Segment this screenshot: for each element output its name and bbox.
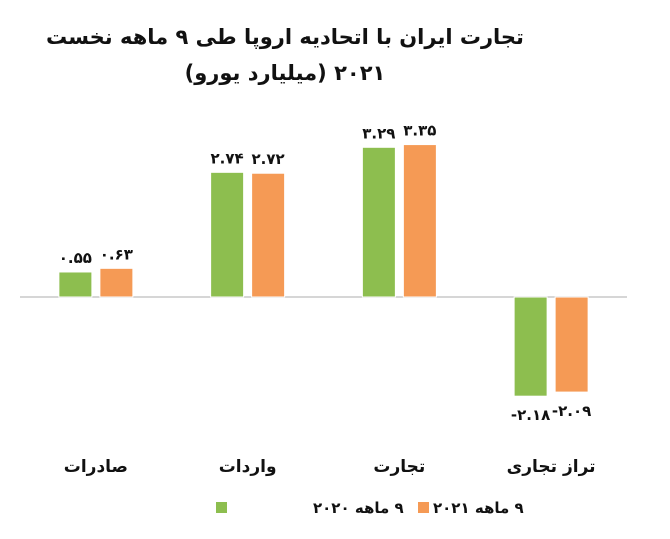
legend-label-2021: ۹ ماهه ۲۰۲۱ [433, 499, 524, 517]
bar-balance-2020 [513, 296, 548, 397]
category-labels-layer: صادرات واردات تجارت تراز تجاری [64, 457, 596, 477]
category-label-imports: واردات [219, 457, 277, 477]
legend-swatch-2020 [216, 502, 227, 513]
bar-imports-2021 [251, 172, 286, 298]
bar-balance-2021 [554, 296, 589, 393]
data-label-exports-2021: ۰.۶۳ [100, 245, 133, 263]
legend: ۹ ماهه ۲۰۲۱ ۹ ماهه ۲۰۲۰ [216, 499, 524, 517]
bar-imports-2020 [210, 171, 245, 298]
bar-exports-2020 [58, 271, 93, 298]
legend-item-2021: ۹ ماهه ۲۰۲۱ [418, 499, 524, 517]
data-label-trade-2021: ۳.۳۵ [403, 122, 436, 140]
data-labels-layer: ۰.۵۵ ۰.۶۳ ۲.۷۴ ۲.۷۲ ۳.۲۹ ۳.۳۵ -۲.۱۸ -۲.۰۹ [59, 122, 592, 425]
bars-layer [58, 144, 589, 397]
data-label-imports-2021: ۲.۷۲ [252, 150, 285, 168]
data-label-imports-2020: ۲.۷۴ [211, 149, 244, 167]
chart-title: تجارت ایران با اتحادیه اروپا طی ۹ ماهه ن… [46, 25, 524, 49]
data-label-trade-2020: ۳.۲۹ [362, 124, 395, 142]
data-label-balance-2021: -۲.۰۹ [552, 402, 591, 420]
data-label-exports-2020: ۰.۵۵ [59, 249, 92, 267]
bar-exports-2021 [99, 267, 134, 298]
legend-swatch-2021 [418, 502, 429, 513]
bar-trade-2020 [361, 146, 396, 298]
category-label-trade: تجارت [373, 457, 425, 477]
category-label-exports: صادرات [64, 457, 128, 477]
chart-subtitle: ۲۰۲۱ (میلیارد یورو) [185, 61, 386, 85]
bar-trade-2021 [402, 144, 437, 298]
legend-label-2020: ۹ ماهه ۲۰۲۰ [313, 499, 404, 517]
data-label-balance-2020: -۲.۱۸ [511, 406, 550, 424]
category-label-balance: تراز تجاری [507, 457, 596, 477]
legend-item-2020: ۹ ماهه ۲۰۲۰ [216, 499, 404, 517]
